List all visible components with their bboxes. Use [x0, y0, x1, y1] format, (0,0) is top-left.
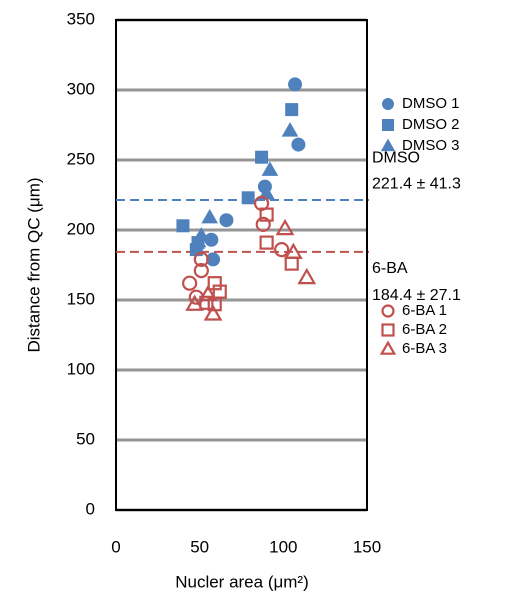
- x-tick-label: 100: [269, 537, 297, 556]
- mean-value-label: 221.4 ± 41.3: [372, 175, 461, 192]
- legend-marker: [382, 98, 394, 110]
- data-point: [255, 216, 271, 232]
- data-point: [203, 304, 223, 321]
- data-point: [259, 235, 274, 250]
- data-point: [199, 295, 214, 310]
- data-point: [193, 263, 209, 279]
- y-axis-title: Distance from QC (μm): [24, 177, 43, 352]
- y-tick-label: 300: [67, 79, 95, 98]
- data-point: [291, 137, 306, 152]
- data-point: [198, 284, 218, 302]
- legend-marker: [381, 304, 395, 318]
- y-tick-label: 350: [67, 9, 95, 28]
- legend-marker: [381, 323, 395, 337]
- plot-frame: [115, 19, 368, 511]
- data-point: [261, 161, 279, 176]
- data-point: [193, 251, 209, 267]
- data-point: [275, 218, 295, 236]
- data-point: [284, 256, 299, 271]
- data-point: [281, 122, 299, 137]
- x-tick-label: 0: [111, 537, 120, 556]
- y-tick-label: 100: [67, 359, 95, 378]
- data-point: [283, 242, 303, 260]
- y-tick-label: 50: [76, 429, 95, 448]
- legend-marker: [382, 119, 394, 131]
- data-point: [297, 267, 317, 285]
- mean-label: 6-BA: [372, 260, 408, 277]
- data-point: [182, 275, 198, 291]
- data-point: [206, 252, 221, 267]
- legend-label: DMSO 3: [402, 137, 460, 154]
- data-point: [241, 191, 255, 205]
- legend-label: 6-BA 1: [402, 302, 447, 319]
- legend-label: 6-BA 2: [402, 321, 447, 338]
- legend-label: DMSO 2: [402, 116, 460, 133]
- data-point: [288, 77, 303, 92]
- data-point: [285, 103, 299, 117]
- y-tick-label: 200: [67, 219, 95, 238]
- data-point: [255, 150, 269, 164]
- legend-label: 6-BA 3: [402, 340, 447, 357]
- data-point: [201, 208, 219, 224]
- y-tick-label: 0: [86, 499, 95, 518]
- mean-value-label: 184.4 ± 27.1: [372, 287, 461, 304]
- x-tick-label: 50: [190, 537, 209, 556]
- data-point: [259, 207, 274, 222]
- y-tick-label: 150: [67, 289, 95, 308]
- data-point: [274, 242, 290, 258]
- data-point: [176, 219, 190, 233]
- y-tick-label: 250: [67, 149, 95, 168]
- data-point: [219, 213, 234, 228]
- legend-marker: [380, 138, 396, 152]
- data-point: [189, 232, 207, 248]
- legend-marker: [379, 340, 397, 355]
- legend-label: DMSO 1: [402, 95, 460, 112]
- x-tick-label: 150: [353, 537, 381, 556]
- x-axis-title: Nucler area (μm²): [175, 572, 309, 591]
- mean-label: DMSO: [372, 149, 420, 166]
- data-point: [185, 294, 205, 311]
